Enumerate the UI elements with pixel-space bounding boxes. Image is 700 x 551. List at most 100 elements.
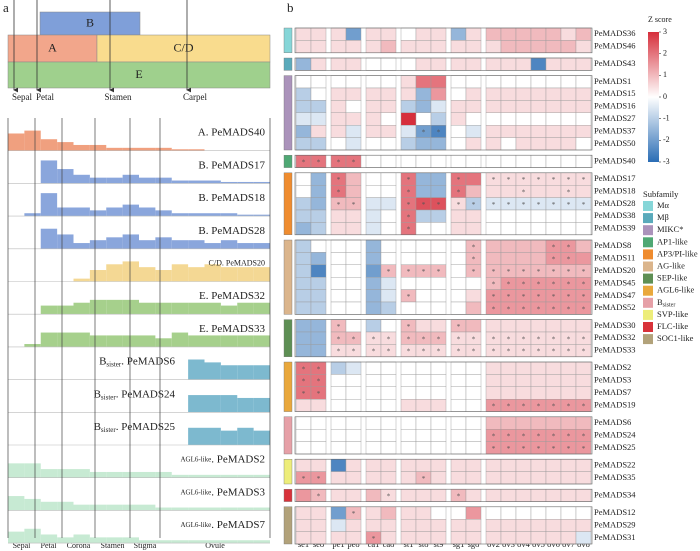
track-bar xyxy=(220,507,238,511)
heatmap-cell xyxy=(330,361,347,375)
track-label-prefix: B xyxy=(94,388,101,400)
heatmap-cell xyxy=(400,154,417,168)
heatmap-cell xyxy=(345,27,362,41)
heatmap-cell xyxy=(380,124,397,138)
heatmap-cell xyxy=(380,239,397,253)
significance-star: * xyxy=(507,403,511,411)
heatmap-cell xyxy=(310,319,327,333)
track-bar xyxy=(188,267,205,282)
heatmap-cell xyxy=(430,399,447,412)
significance-star: * xyxy=(522,348,526,356)
heatmap-cell xyxy=(430,154,447,168)
heatmap-cell xyxy=(400,75,417,89)
heatmap-cell xyxy=(465,209,482,223)
track-bar xyxy=(89,240,107,249)
heatmap-cell xyxy=(450,112,467,126)
heatmap-cell xyxy=(560,209,577,223)
heatmap-cell xyxy=(345,184,362,198)
class-box xyxy=(7,34,98,63)
heatmap-cell xyxy=(430,27,447,41)
heatmap-cell xyxy=(365,459,382,472)
track-bar xyxy=(220,181,238,184)
heatmap-cell xyxy=(465,124,482,138)
heatmap-cell xyxy=(450,40,467,54)
track-bar xyxy=(139,177,156,184)
heatmap-cell xyxy=(330,471,347,485)
heatmap-cell xyxy=(530,374,547,387)
organ-label: Petal xyxy=(36,92,54,102)
track-label: Bsister. PeMADS6 xyxy=(99,355,175,368)
significance-star: * xyxy=(537,293,541,301)
heatmap-cell xyxy=(450,374,467,387)
heatmap-cell xyxy=(450,124,467,138)
heatmap-cell xyxy=(450,252,467,265)
heatmap-cell xyxy=(450,386,467,400)
heatmap-cell xyxy=(465,489,482,502)
heatmap-cell xyxy=(295,331,312,345)
significance-star: * xyxy=(302,378,306,386)
block-frame xyxy=(294,154,593,168)
heatmap-cell xyxy=(515,137,532,151)
row-label: PeMADS2 xyxy=(594,362,631,372)
heatmap-cell xyxy=(365,374,382,387)
significance-star: * xyxy=(437,348,441,356)
heatmap-cell xyxy=(310,519,327,532)
heatmap-cell xyxy=(545,75,562,89)
heatmap-cell xyxy=(310,429,327,442)
significance-star: * xyxy=(317,390,321,398)
heatmap-cell xyxy=(560,137,577,151)
heatmap-cell xyxy=(380,519,397,532)
track-bar xyxy=(253,181,270,184)
heatmap-cell xyxy=(295,441,312,455)
heatmap-cell xyxy=(415,27,432,41)
significance-star: * xyxy=(537,201,541,209)
track-label-name: A. PeMADS40 xyxy=(198,126,266,138)
significance-star: * xyxy=(492,348,496,356)
row-label: PeMADS40 xyxy=(594,155,636,165)
heatmap-cell xyxy=(415,301,432,315)
heatmap-cell xyxy=(430,319,447,333)
legend-swatch xyxy=(643,273,653,284)
track-bar xyxy=(204,427,221,445)
heatmap-cell xyxy=(450,100,467,114)
heatmap-cell xyxy=(345,319,362,333)
heatmap-cell xyxy=(515,27,532,41)
row-label: PeMADS47 xyxy=(594,290,636,300)
significance-star: * xyxy=(552,403,556,411)
heatmap-cell xyxy=(330,489,347,502)
track-bar xyxy=(73,174,90,184)
track-bar xyxy=(237,507,254,511)
track-bar xyxy=(73,534,90,544)
track-bar xyxy=(24,344,41,347)
heatmap-cell xyxy=(430,289,447,303)
track-bar xyxy=(40,501,58,511)
heatmap-cell xyxy=(345,531,362,545)
subfamily-strip xyxy=(283,27,293,53)
heatmap-cell xyxy=(545,374,562,387)
significance-star: * xyxy=(552,201,556,209)
track-bar xyxy=(24,528,41,544)
track-bar xyxy=(171,240,189,249)
heatmap-cell xyxy=(465,301,482,315)
track-bar xyxy=(204,213,221,217)
heatmap-cell xyxy=(345,519,362,532)
heatmap-cell xyxy=(515,40,532,54)
heatmap-cell xyxy=(530,209,547,223)
heatmap-cell xyxy=(295,489,312,502)
row-label: PeMADS7 xyxy=(594,387,631,397)
significance-star: * xyxy=(507,445,511,453)
heatmap-cell xyxy=(345,277,362,290)
heatmap-cell xyxy=(450,27,467,41)
heatmap-cell xyxy=(560,506,577,520)
legend-swatch xyxy=(643,322,653,332)
track-bar xyxy=(139,207,156,217)
row-label: PeMADS29 xyxy=(594,519,636,529)
legend-label: AP3/PI-like xyxy=(657,248,698,258)
legend-label-text: FLC-like xyxy=(657,321,688,331)
track-bar xyxy=(253,430,270,445)
heatmap-cell xyxy=(365,416,382,430)
track-label-name: . PeMADS25 xyxy=(116,421,176,433)
track-bar xyxy=(73,278,90,282)
heatmap-cell xyxy=(295,506,312,520)
heatmap-cell xyxy=(295,416,312,430)
